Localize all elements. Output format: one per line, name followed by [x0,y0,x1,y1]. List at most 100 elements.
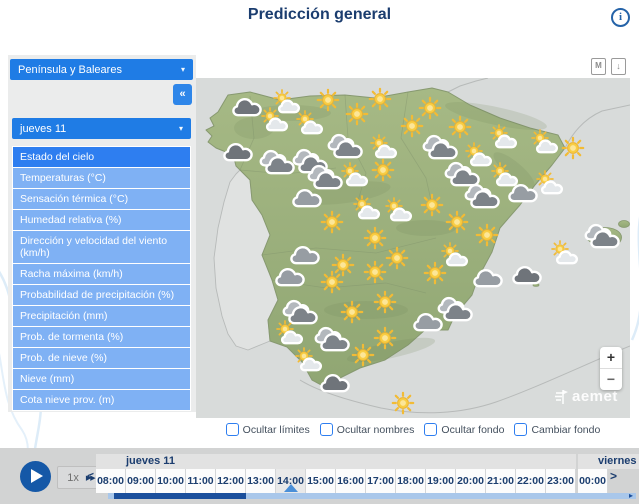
sidebar-item[interactable]: Prob. de nieve (%) [13,348,190,368]
weather-sun-icon [385,246,409,270]
play-button[interactable] [20,461,51,492]
timeline-cell[interactable]: 15:00 [306,469,336,493]
map-option-checkbox[interactable]: Ocultar límites [225,423,310,436]
sidebar-item[interactable]: Cota nieve prov. (m) [13,390,190,410]
layer-menu: Estado del cielo Temperaturas (°C) Sensaci… [12,146,191,411]
weather-sun-icon [391,391,415,415]
weather-sun-icon [320,270,344,294]
weather-cloud-icon [473,268,503,288]
timeline-cell[interactable]: 11:00 [186,469,216,493]
weather-sun-cloud-icon [551,240,579,265]
timeline-cell[interactable]: 21:00 [486,469,516,493]
sidebar-item[interactable]: Humedad relativa (%) [13,210,190,230]
weather-cloud-icon [275,267,305,287]
sidebar-item[interactable]: Racha máxima (km/h) [13,264,190,284]
weather-sun-cloud-icon [353,195,381,220]
map-document-m-icon[interactable]: M [591,58,606,75]
weather-sun-cloud-icon [276,320,304,345]
weather-sun-cloud-icon [261,107,289,132]
weather-sun-icon [373,326,397,350]
weather-sun-icon [420,193,444,217]
timeline-cell[interactable]: 13:00 [246,469,276,493]
weather-cloud-icon [508,183,538,203]
weather-sun-icon [320,210,344,234]
timeline-cell[interactable]: 08:00 [96,469,126,493]
checkbox-label: Ocultar límites [242,423,310,436]
map-option-checkbox[interactable]: Ocultar nombres [319,423,415,436]
scroll-right-icon[interactable]: ▸ [629,491,634,500]
map-zoom-control: + − [600,347,622,390]
aemet-watermark: aemet [554,388,618,405]
weather-clouds-icon [307,164,343,190]
sidebar-collapse-button[interactable]: « [173,84,192,105]
timeline-cell[interactable]: 22:00 [516,469,546,493]
day-band-next: viernes [578,454,639,469]
timeline-next-arrow[interactable]: > [610,469,618,483]
checkbox-label: Ocultar nombres [336,423,415,436]
info-icon[interactable]: i [611,8,630,27]
timeline-prev-arrow[interactable]: < [87,469,95,483]
region-dropdown[interactable]: Península y Baleares ▾ [10,59,193,80]
sidebar-item[interactable]: Precipitación (mm) [13,306,190,326]
sidebar-item[interactable]: Prob. de tormenta (%) [13,327,190,347]
weather-sun-cloud-icon [385,197,413,222]
map-option-checkbox[interactable]: Ocultar fondo [424,423,504,436]
weather-sun-cloud-icon [465,142,493,167]
zoom-out-button[interactable]: − [600,369,622,390]
day-dropdown[interactable]: jueves 11 ▾ [12,118,191,139]
timeline-cell[interactable]: 16:00 [336,469,366,493]
weather-map-canvas[interactable]: aemet + − [196,78,630,418]
weather-sun-icon [363,226,387,250]
weather-sun-icon [316,88,340,112]
checkbox-icon[interactable] [424,423,438,436]
current-time-marker[interactable] [284,484,298,492]
day-label: jueves 11 [126,455,175,467]
sidebar-item[interactable]: Probabilidad de precipitación (%) [13,285,190,305]
fast-forward-icon: ▶▶ [85,474,96,482]
timeline-cell[interactable]: 19:00 [426,469,456,493]
checkbox-label: Cambiar fondo [531,423,601,436]
sidebar-item[interactable]: Dirección y velocidad del viento (km/h) [13,231,190,263]
weather-sun-icon [445,210,469,234]
weather-icons-layer [223,87,620,415]
checkbox-label: Ocultar fondo [441,423,505,436]
weather-cloud-icon [290,245,320,265]
timeline-cell[interactable]: 18:00 [396,469,426,493]
timeline-cell[interactable]: 09:00 [126,469,156,493]
aemet-logo-icon [555,389,568,404]
timeline-cell[interactable]: 10:00 [156,469,186,493]
checkbox-icon[interactable] [514,423,528,436]
sidebar-item[interactable]: Estado del cielo [13,147,190,167]
checkbox-icon[interactable] [319,423,333,436]
timeline-cell[interactable]: 17:00 [366,469,396,493]
timeline-scrollbar-thumb[interactable] [114,493,246,499]
weather-clouds-icon [464,183,500,209]
weather-sun-cloud-icon [491,162,519,187]
weather-sun-icon [373,290,397,314]
weather-cloud-icon [292,188,322,208]
weather-sun-cloud-icon [341,162,369,187]
sidebar-item[interactable]: Nieve (mm) [13,369,190,389]
weather-clouds-icon [437,296,473,322]
timeline-cell[interactable]: 20:00 [456,469,486,493]
weather-sun-cloud-icon [490,124,518,149]
timeline-cell[interactable]: 12:00 [216,469,246,493]
page-title: Predicción general [247,6,392,23]
sidebar-item[interactable]: Sensación térmica (°C) [13,189,190,209]
weather-cloud-dark-icon [512,265,542,285]
zoom-in-button[interactable]: + [600,347,622,369]
sidebar-item[interactable]: Temperaturas (°C) [13,168,190,188]
timeline-scrollbar-track[interactable] [108,493,636,499]
timeline-cell[interactable]: 23:00 [546,469,576,493]
weather-sun-cloud-icon [536,170,564,195]
weather-sun-icon [363,260,387,284]
timeline-cell[interactable]: 00:00 [578,469,608,493]
map-option-checkbox[interactable]: Cambiar fondo [514,423,600,436]
weather-clouds-icon [314,326,350,352]
download-icon[interactable]: ↓ [611,58,626,75]
weather-sun-cloud-icon [295,347,323,372]
weather-sun-cloud-icon [441,242,469,267]
weather-sun-icon [331,253,355,277]
checkbox-icon[interactable] [225,423,239,436]
